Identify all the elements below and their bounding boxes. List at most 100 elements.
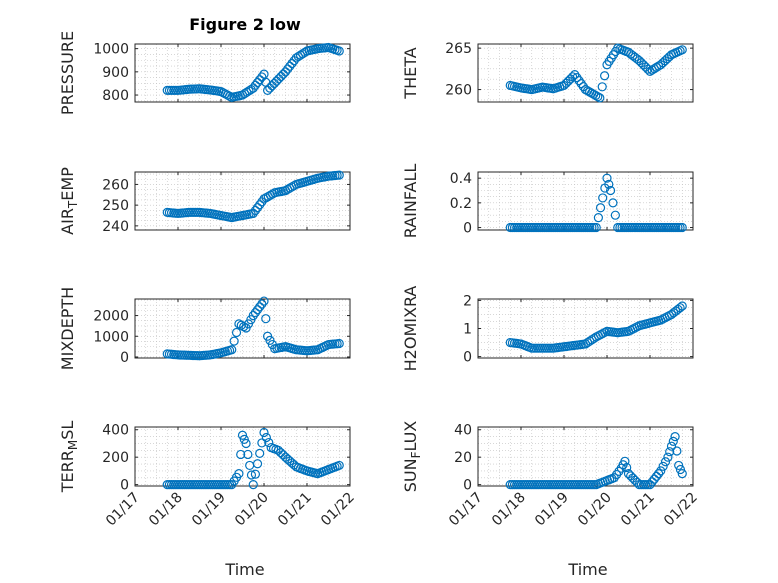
data-point: [214, 210, 224, 220]
data-point: [557, 342, 567, 352]
y-tick-label: 900: [102, 65, 129, 81]
data-point: [524, 342, 535, 352]
data-point: [182, 84, 192, 95]
data-point: [524, 84, 535, 94]
data-point: [192, 351, 202, 361]
data-point: [605, 185, 616, 196]
x-tick-label: 01/19: [189, 490, 229, 530]
y-axis-label: AIRTEMP: [58, 167, 80, 235]
subplot-air_temp: 240 250 260 AIRTEMP: [58, 167, 351, 235]
data-point: [250, 308, 260, 318]
data-point: [672, 446, 682, 456]
y-axis-label: PRESSURE: [58, 31, 77, 115]
data-point: [278, 69, 288, 79]
y-axis-label: H2OMIXRA: [401, 286, 420, 372]
data-point: [234, 319, 244, 329]
data-point: [289, 181, 299, 191]
data-point: [231, 472, 242, 482]
y-tick-label: 240: [102, 219, 129, 235]
data-point: [677, 469, 687, 479]
y-tick-label: 0: [120, 350, 129, 366]
data-point: [243, 449, 253, 460]
data-point: [321, 465, 331, 475]
data-point: [244, 86, 254, 96]
y-tick-label: 40: [454, 423, 472, 439]
data-point: [222, 90, 233, 100]
data-point: [261, 314, 271, 324]
data-point: [662, 54, 672, 64]
data-point: [674, 460, 684, 471]
data-point: [182, 350, 192, 360]
subplot-mixdepth: 0 1000 2000 MIXDEPTH: [58, 287, 351, 370]
axes-box: [477, 298, 694, 359]
y-axis-label: RAINFALL: [401, 164, 420, 239]
data-point: [255, 302, 265, 312]
data-point: [321, 171, 331, 182]
data-point: [524, 480, 535, 490]
data-point: [576, 79, 586, 89]
subplot-terr_msl: 01/17 01/18 01/19 01/20 01/21 01/22 0 200 400 TER…: [58, 421, 358, 530]
data-point: [593, 92, 603, 102]
x-tick-label: 01/22: [318, 490, 358, 530]
data-point: [271, 444, 281, 455]
data-point: [668, 436, 678, 447]
x-tick-label: 01/17: [446, 490, 486, 530]
data-point: [311, 468, 321, 478]
x-tick-label: 01/21: [618, 490, 658, 530]
data-point: [600, 327, 610, 338]
data-point: [239, 322, 249, 332]
axes-box: [134, 43, 351, 103]
y-tick-label: 20: [454, 450, 472, 466]
data-point: [524, 222, 535, 233]
data-point: [259, 296, 269, 306]
data-point: [237, 430, 248, 440]
axes-box: [134, 426, 351, 487]
data-point: [565, 74, 576, 84]
data-point: [630, 475, 640, 485]
y-axis-label: TERRMSL: [58, 421, 80, 494]
data-point: [229, 336, 239, 346]
y-tick-label: 0: [463, 221, 472, 237]
data-point: [255, 448, 265, 458]
data-point: [225, 91, 235, 101]
data-point: [271, 76, 282, 86]
data-point: [269, 78, 279, 89]
axes-box: [134, 298, 351, 359]
data-point: [673, 304, 683, 314]
data-point: [192, 207, 202, 217]
y-tick-label: 0: [463, 350, 472, 366]
y-tick-label: 260: [445, 83, 472, 99]
data-point: [675, 222, 685, 233]
data-point: [535, 82, 545, 93]
data-point: [203, 350, 213, 360]
data-point: [567, 222, 578, 233]
data-point: [651, 471, 662, 481]
data-point: [311, 44, 321, 54]
x-axis-label-right: Time: [567, 560, 607, 579]
x-tick-label: 01/20: [232, 490, 272, 530]
data-point: [546, 480, 556, 490]
data-point: [597, 82, 607, 92]
data-point: [675, 46, 685, 56]
data-point: [300, 465, 310, 475]
x-tick-label: 01/18: [489, 490, 529, 530]
data-point: [236, 320, 246, 330]
data-point: [332, 339, 342, 349]
data-point: [574, 76, 584, 86]
y-tick-label: 400: [102, 423, 129, 439]
data-point: [220, 89, 230, 99]
data-point: [300, 345, 310, 356]
data-point: [250, 469, 260, 479]
data-point: [535, 343, 545, 353]
data-point: [593, 213, 604, 223]
data-point: [666, 441, 677, 451]
subplot-h2omixra: 0 1 2 H2OMIXRA: [401, 286, 694, 372]
data-point: [278, 342, 288, 352]
data-point: [610, 327, 621, 338]
x-tick-label: 01/20: [575, 490, 615, 530]
data-point: [231, 327, 242, 338]
data-point: [287, 458, 297, 468]
y-tick-label: 2: [463, 293, 472, 309]
data-point: [276, 448, 286, 458]
